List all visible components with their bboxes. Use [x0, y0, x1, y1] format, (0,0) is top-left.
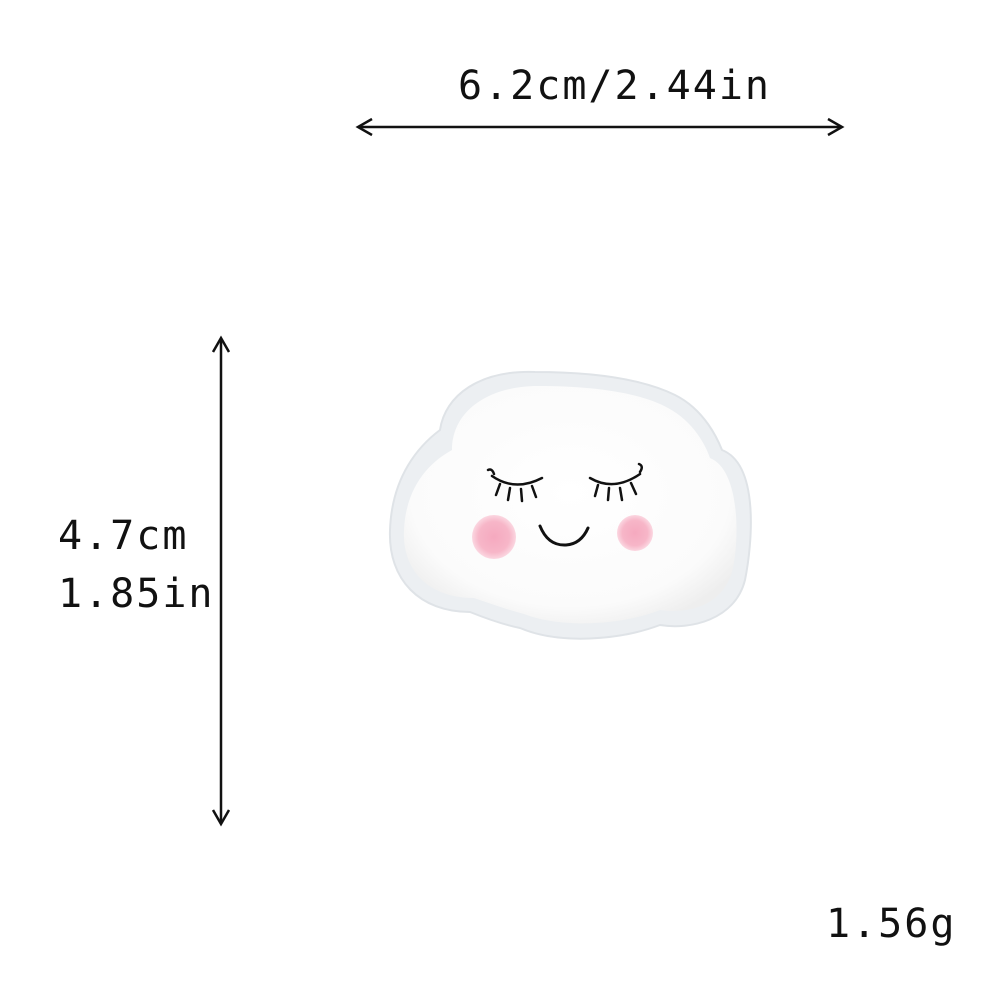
cloud-patch-image	[388, 370, 752, 640]
width-dimension-label: 6.2cm/2.44in	[458, 63, 771, 109]
cloud-fleece	[403, 386, 737, 624]
width-arrow	[355, 117, 845, 137]
height-cm-label: 4.7cm	[58, 513, 189, 559]
left-eye-icon	[486, 468, 544, 503]
left-cheek	[472, 515, 516, 559]
weight-label: 1.56g	[826, 901, 957, 947]
smile-icon	[538, 524, 590, 547]
right-eye-icon	[588, 462, 643, 502]
height-in-label: 1.85in	[58, 571, 215, 617]
right-cheek	[617, 515, 653, 551]
height-arrow	[211, 335, 231, 827]
